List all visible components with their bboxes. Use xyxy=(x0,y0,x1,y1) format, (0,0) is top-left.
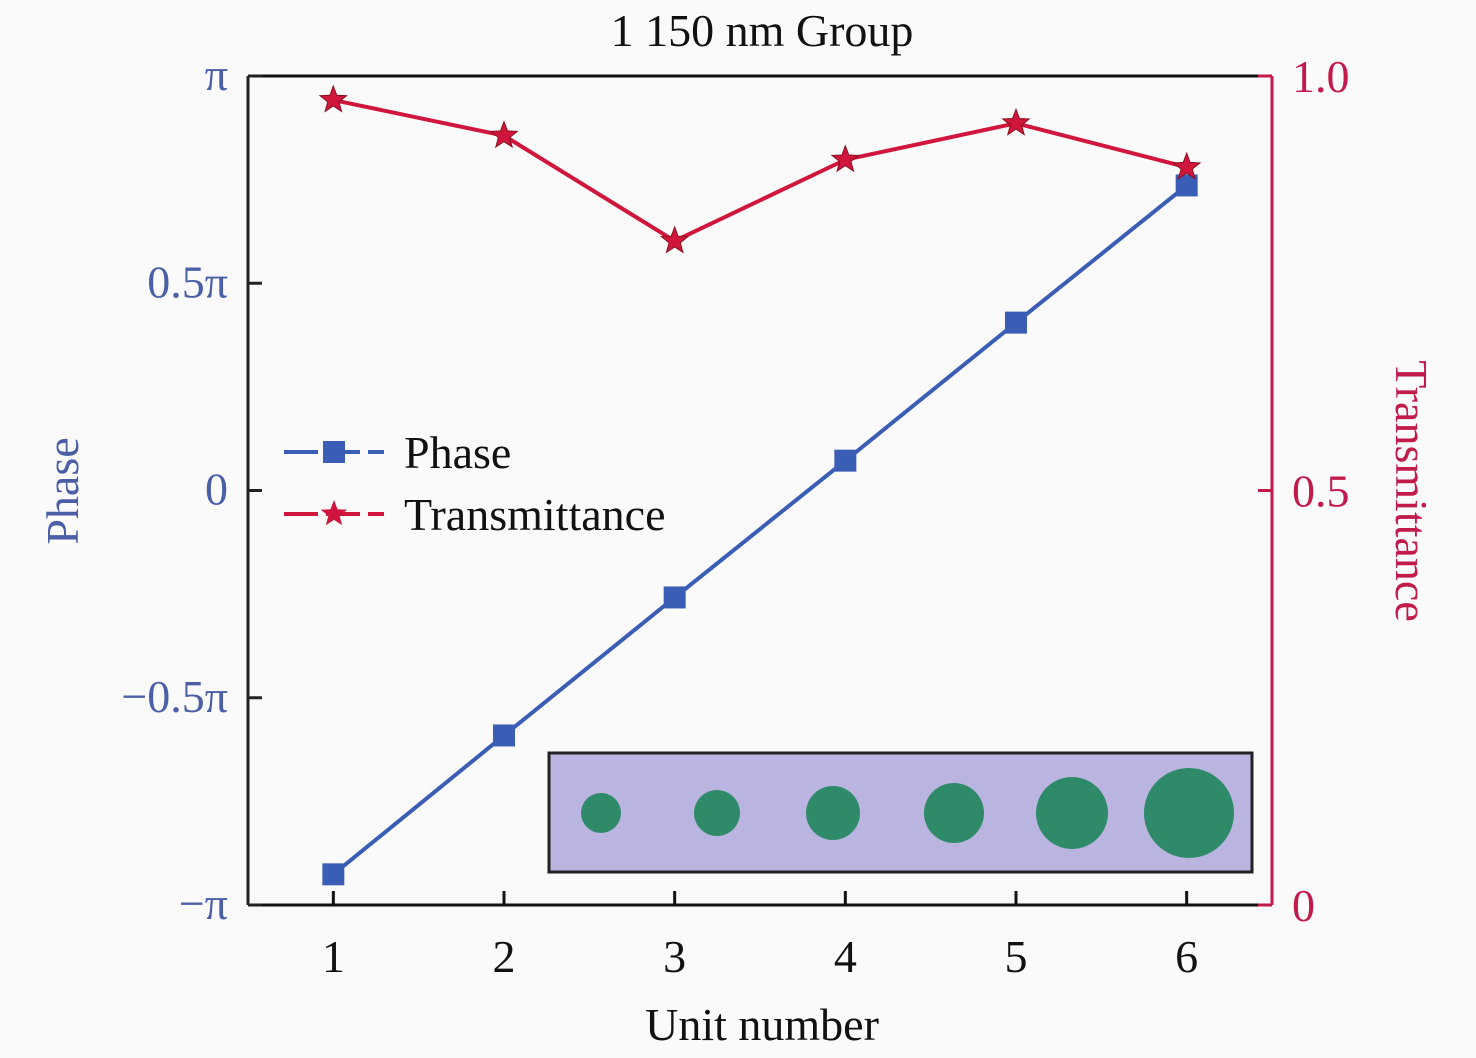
chart-title: 1 150 nm Group xyxy=(611,5,914,56)
y-left-tick-label: 0.5π xyxy=(147,256,228,307)
phase-marker xyxy=(322,863,345,886)
y-left-tick-label: −π xyxy=(179,878,228,929)
inset-frame xyxy=(547,751,1254,874)
legend-label: Transmittance xyxy=(404,489,666,540)
y-left-tick-label: 0 xyxy=(205,464,228,515)
phase-marker xyxy=(1175,174,1198,197)
y-left-tick-label: π xyxy=(205,49,228,100)
phase-marker xyxy=(493,724,515,747)
series-line-phase xyxy=(332,183,1188,876)
phase-marker xyxy=(1005,311,1027,334)
legend: Phase Transmittance xyxy=(284,427,666,540)
y-right-tick-label: 0.5 xyxy=(1292,466,1350,517)
y-right-tick-label: 0 xyxy=(1292,880,1315,931)
phase-marker xyxy=(834,449,857,472)
transmittance-marker xyxy=(660,225,690,254)
transmittance-marker xyxy=(1001,107,1031,136)
pillar-circle xyxy=(694,790,740,836)
axes: 1 2 3 4 5 6 π 0.5π 0 −0.5π −π 1.0 0.5 0 xyxy=(121,49,1349,982)
legend-label: Phase xyxy=(404,427,511,478)
x-tick-label: 3 xyxy=(663,931,686,982)
x-tick-label: 1 xyxy=(322,931,345,982)
series-line-transmittance xyxy=(332,98,1188,244)
phase-marker xyxy=(663,586,686,609)
pillar-circle xyxy=(581,793,621,833)
y-left-tick-label: −0.5π xyxy=(121,671,228,722)
pillar-circle xyxy=(1144,768,1234,858)
y-right-tick-label: 1.0 xyxy=(1292,51,1350,102)
series-layer xyxy=(318,84,1202,886)
transmittance-marker xyxy=(318,84,348,113)
y-axis-right-label: Transmittance xyxy=(1386,360,1437,622)
transmittance-marker xyxy=(489,120,519,149)
legend-star-icon xyxy=(320,500,348,526)
y-axis-left-label: Phase xyxy=(37,437,88,544)
x-tick-label: 2 xyxy=(493,931,516,982)
legend-square-icon xyxy=(323,441,345,463)
pillar-circle xyxy=(924,783,984,843)
x-tick-label: 4 xyxy=(834,931,857,982)
pillar-circle xyxy=(1036,777,1108,849)
pillar-circle xyxy=(806,786,860,840)
x-axis-label: Unit number xyxy=(645,999,879,1050)
x-tick-label: 6 xyxy=(1175,931,1198,982)
unit-cell-inset xyxy=(547,751,1254,874)
transmittance-marker xyxy=(830,144,860,173)
x-tick-label: 5 xyxy=(1005,931,1028,982)
transmittance-marker xyxy=(1172,151,1202,180)
